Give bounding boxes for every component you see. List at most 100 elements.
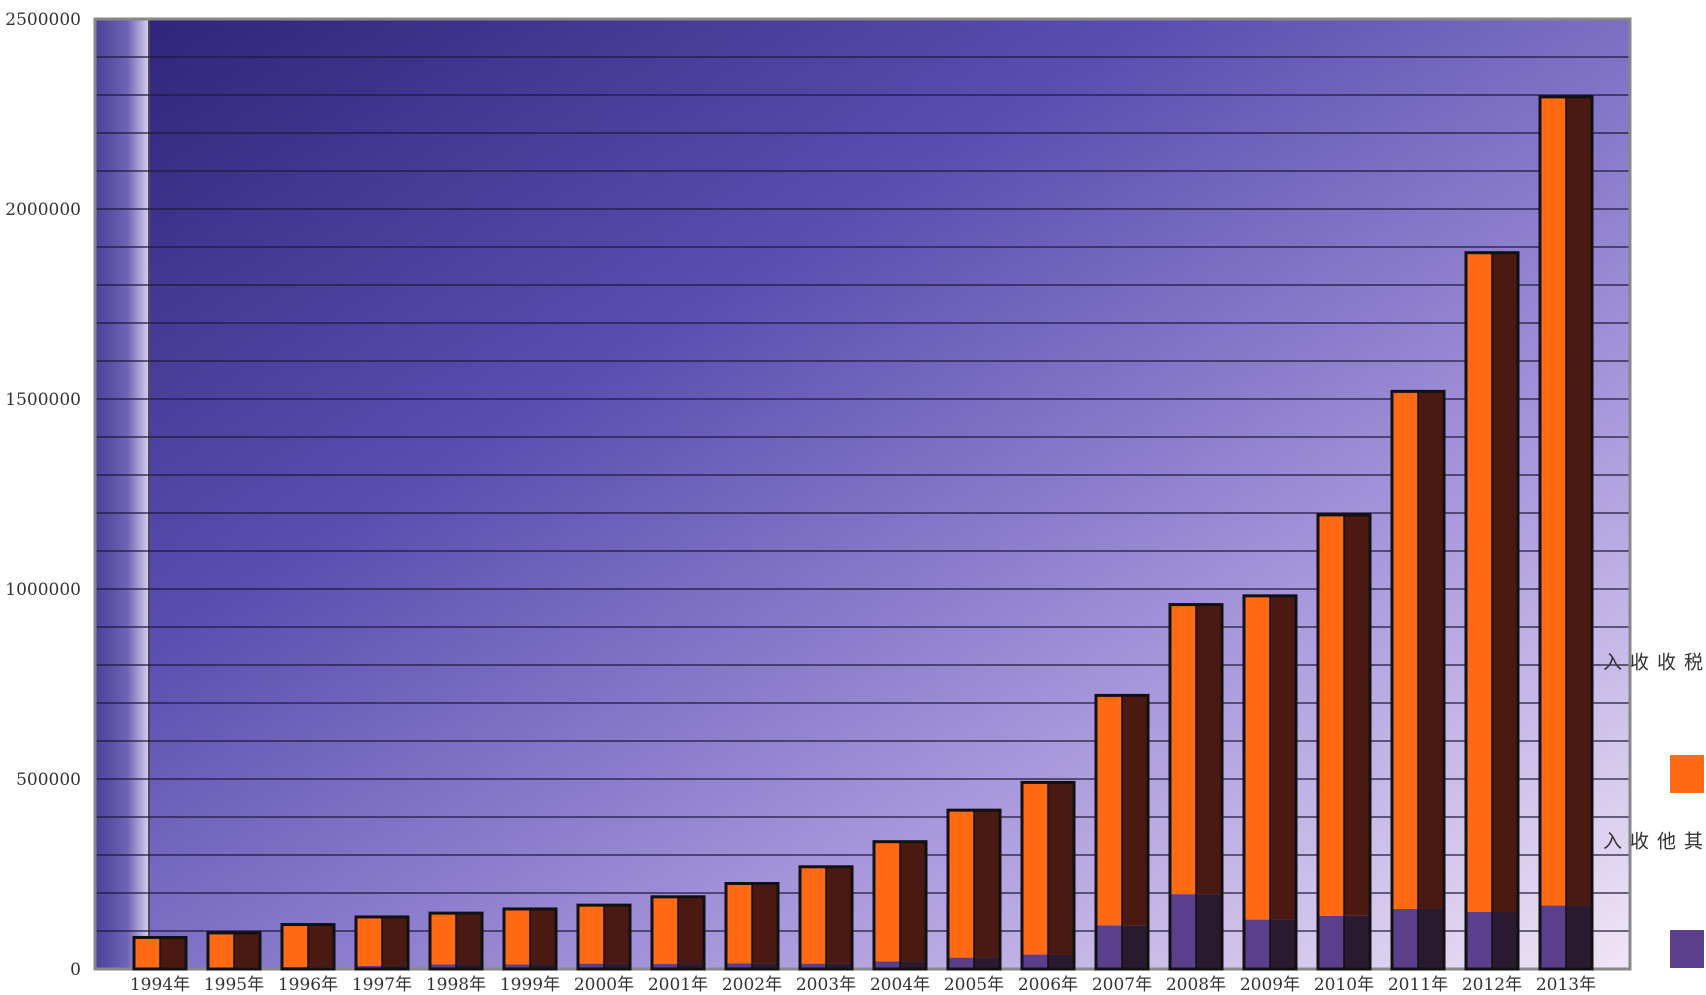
bar-other-segment [1392, 908, 1418, 969]
bar-other-segment [1244, 919, 1270, 969]
bar-other-side [826, 963, 852, 969]
bar-tax-side [530, 908, 556, 965]
bar-other-side [678, 964, 704, 969]
bar-group [132, 935, 188, 971]
bar-other-side [1566, 905, 1592, 969]
plot-border [93, 17, 1632, 971]
y-tick-label: 1000000 [5, 580, 81, 600]
bar-tax-side [1196, 604, 1222, 895]
bar-tax-segment [948, 810, 974, 958]
plot-background [95, 19, 1630, 969]
bar-group [650, 895, 706, 971]
bar-tax-segment [356, 916, 382, 966]
bar-tax-side [160, 937, 186, 968]
bar-other-side [1344, 915, 1370, 969]
bar-tax-side [456, 913, 482, 965]
legend-label-other: 其他收入 [1600, 831, 1703, 850]
x-tick-label: 2006年 [1018, 975, 1078, 995]
legend-swatch-other [1670, 930, 1704, 968]
x-tick-label: 2013年 [1536, 975, 1596, 995]
gridlines [95, 56, 1630, 932]
bar-other-side [1048, 954, 1074, 969]
bar-group [1538, 95, 1594, 971]
bar-tax-segment [800, 866, 826, 964]
bar-group [502, 907, 558, 971]
bar-group [872, 840, 928, 971]
bar-group [280, 923, 336, 971]
bar-tax-segment [1540, 96, 1566, 906]
bar-tax-side [1344, 514, 1370, 916]
bar-other-side [1270, 919, 1296, 969]
bar-tax-segment [282, 924, 308, 968]
bar-group [946, 808, 1002, 971]
bar-other-side [530, 964, 556, 969]
bar-tax-segment [726, 883, 752, 964]
legend-swatch-tax [1670, 755, 1704, 793]
x-tick-label: 2002年 [722, 975, 782, 995]
bar-group [1316, 513, 1372, 971]
bar-other-segment [726, 963, 752, 969]
bar-other-side [456, 964, 482, 969]
bar-other-side [1418, 908, 1444, 969]
x-tick-label: 2001年 [648, 975, 708, 995]
bar-other-segment [1096, 925, 1122, 969]
bar-tax-side [382, 916, 408, 966]
bar-tax-side [1566, 96, 1592, 906]
bar-tax-segment [874, 841, 900, 962]
x-tick-label: 1997年 [352, 975, 412, 995]
bar-tax-side [826, 866, 852, 964]
x-tick-label: 2012年 [1462, 975, 1522, 995]
x-tick-label: 1995年 [204, 975, 264, 995]
bar-other-side [900, 961, 926, 969]
bar-other-segment [800, 963, 826, 969]
bar-other-side [1492, 912, 1518, 969]
bar-group [1464, 251, 1520, 971]
bar-tax-segment [1244, 595, 1270, 920]
bar-other-segment [874, 961, 900, 969]
bar-tax-segment [504, 908, 530, 965]
x-tick-label: 2004年 [870, 975, 930, 995]
bar-other-segment [356, 965, 382, 969]
y-tick-label: 0 [70, 960, 81, 980]
bar-tax-side [1418, 391, 1444, 909]
bar-tax-side [234, 932, 260, 968]
x-axis-ticks: 1994年 1995年 1996年 1997年 1998年 1999年 2000年 2001年… [130, 975, 1596, 995]
bar-tax-segment [578, 905, 604, 964]
bar-tax-segment [1392, 391, 1418, 909]
x-tick-label: 2005年 [944, 975, 1004, 995]
x-tick-label: 2007年 [1092, 975, 1152, 995]
bar-group [1390, 389, 1446, 971]
bar-other-side [604, 963, 630, 969]
bar-tax-segment [134, 937, 160, 968]
x-tick-label: 1994年 [130, 975, 190, 995]
y-tick-label: 2000000 [5, 200, 81, 220]
bar-group [724, 882, 780, 971]
bar-other-segment [1540, 905, 1566, 969]
bar-other-side [1196, 894, 1222, 969]
bars [132, 95, 1594, 971]
bar-tax-segment [1022, 782, 1048, 955]
bar-tax-side [308, 924, 334, 968]
x-tick-label: 2011年 [1388, 975, 1448, 995]
bar-group [428, 911, 484, 971]
y-tick-label: 500000 [16, 770, 81, 790]
bar-tax-side [1492, 252, 1518, 912]
x-tick-label: 1996年 [278, 975, 338, 995]
bar-group [576, 903, 632, 971]
bar-other-segment [504, 964, 530, 969]
bar-tax-segment [1096, 695, 1122, 926]
bar-other-segment [652, 964, 678, 969]
bar-other-side [1122, 925, 1148, 969]
bar-group [1242, 594, 1298, 971]
bar-other-segment [1466, 912, 1492, 969]
bar-group [798, 865, 854, 971]
bar-group [1020, 780, 1076, 971]
legend-label-tax: 税收收入 [1600, 652, 1703, 671]
bar-other-segment [578, 963, 604, 969]
x-tick-label: 2008年 [1166, 975, 1226, 995]
bar-other-side [974, 957, 1000, 969]
y-tick-label: 2500000 [5, 10, 81, 30]
bar-other-segment [1022, 954, 1048, 969]
x-tick-label: 2009年 [1240, 975, 1300, 995]
